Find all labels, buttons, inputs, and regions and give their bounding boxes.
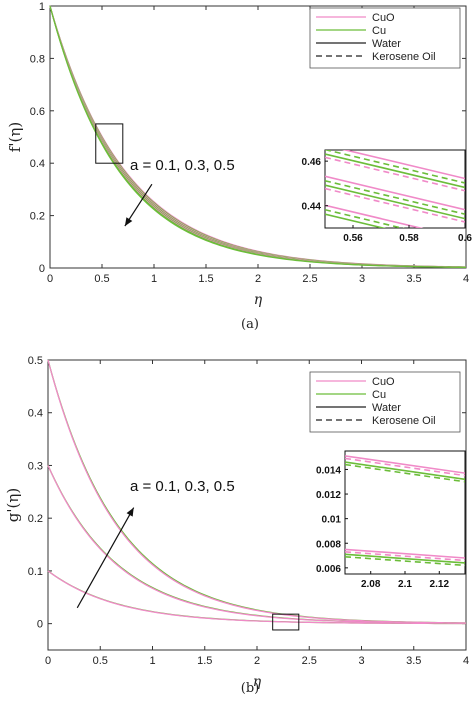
legend-label: Water (372, 38, 401, 50)
annotation-text: a = 0.1, 0.3, 0.5 (130, 157, 235, 174)
inset-series-line (325, 156, 465, 192)
inset-series-line (325, 204, 424, 228)
x-tick-label: 1.5 (198, 273, 213, 285)
legend-label: Kerosene Oil (372, 415, 436, 427)
inset-series-line (345, 455, 465, 474)
inset-y-tick-label: 0.01 (322, 515, 342, 526)
inset-series-line (345, 551, 465, 562)
panel-a-chart: (a) 0 0.5 1 1.5 2 2.5 3 3.5 4 0 0.2 0.4 0.6 0.8 1 η f'(η… (6, 1, 472, 332)
legend-label: Kerosene Oil (372, 51, 436, 63)
inset-series-line (345, 553, 465, 564)
inset-series-line (325, 213, 387, 228)
x-tick-label: 0.5 (94, 273, 109, 285)
inset-series-line (345, 463, 465, 483)
annotation-arrow-shaft (76, 507, 135, 609)
x-tick-label: 3 (359, 273, 365, 285)
x-tick-label: 2 (254, 655, 260, 667)
y-tick-label: 0.2 (30, 211, 45, 223)
x-tick-label: 0.5 (93, 655, 108, 667)
x-tick-label: 4 (463, 273, 469, 285)
y-tick-label: 0.5 (28, 355, 43, 367)
x-axis-label: η (254, 292, 263, 308)
inset-y-tick-label: 0.008 (316, 539, 341, 550)
panel-b-chart: (b) 0 0.5 1 1.5 2 2.5 3 3.5 4 0 0.1 0.2 0.3 0.4 0.5 η g'… (4, 355, 469, 696)
x-tick-label: 1 (151, 273, 157, 285)
y-tick-label: 0.4 (30, 158, 45, 170)
legend-box (309, 7, 461, 69)
x-tick-label: 2.5 (302, 655, 317, 667)
x-tick-label: 0 (47, 273, 53, 285)
x-tick-label: 3.5 (406, 655, 421, 667)
y-tick-label: 0 (37, 619, 43, 631)
inset-series-line (345, 555, 465, 567)
legend-box (309, 371, 461, 433)
inset-series-line (325, 153, 465, 189)
x-tick-label: 1 (149, 655, 155, 667)
y-tick-label: 0.1 (28, 566, 43, 578)
legend-label: CuO (372, 376, 395, 388)
inset-x-tick-label: 2.12 (430, 579, 450, 590)
inset-x-tick-label: 2.1 (398, 579, 412, 590)
inset-y-tick-label: 0.44 (302, 202, 322, 213)
legend-label: Cu (372, 389, 386, 401)
x-tick-label: 3.5 (406, 273, 421, 285)
x-tick-label: 2 (255, 273, 261, 285)
inset-x-tick-label: 0.58 (399, 233, 419, 244)
series-curve (47, 570, 467, 625)
y-tick-label: 0.8 (30, 53, 45, 65)
legend-label: Water (372, 402, 401, 414)
inset-series-line (325, 175, 465, 211)
inset-series-line (345, 548, 465, 559)
annotation-arrow-shaft (124, 183, 153, 227)
inset-series-line (325, 208, 405, 228)
y-tick-label: 0 (39, 263, 45, 275)
inset-lines (325, 150, 465, 228)
series-curve (47, 465, 467, 624)
legend-label: CuO (372, 12, 395, 24)
y-axis-label: f'(η) (6, 122, 24, 152)
y-tick-label: 0.4 (28, 408, 43, 420)
panel-b-caption: (b) (241, 681, 259, 696)
y-tick-label: 1 (39, 1, 45, 13)
inset-y-tick-label: 0.014 (316, 465, 341, 476)
inset-series-line (325, 184, 465, 220)
x-tick-label: 3 (358, 655, 364, 667)
inset-series-line (325, 179, 465, 215)
series-curve (47, 359, 467, 624)
inset-lines (345, 455, 465, 567)
y-axis-label: g'(η) (4, 488, 22, 522)
inset-y-tick-label: 0.46 (302, 157, 322, 168)
zoom-box (95, 123, 124, 164)
inset-x-tick-label: 0.56 (343, 233, 363, 244)
y-tick-label: 0.3 (28, 460, 43, 472)
annotation-arrow-head (124, 217, 133, 227)
inset-series-line (325, 187, 465, 223)
inset-series-line (345, 457, 465, 477)
inset-x-tick-label: 2.08 (361, 579, 381, 590)
x-tick-label: 2.5 (302, 273, 317, 285)
x-tick-label: 1.5 (197, 655, 212, 667)
x-axis-label: η (253, 674, 262, 690)
x-tick-label: 4 (463, 655, 469, 667)
inset-series-line (345, 461, 465, 481)
inset-series-line (342, 150, 465, 180)
x-tick-label: 0 (45, 655, 51, 667)
inset-y-tick-label: 0.012 (316, 490, 341, 501)
zoom-box (272, 613, 300, 631)
y-tick-label: 0.6 (30, 106, 45, 118)
inset-series-line (325, 150, 465, 184)
annotation-arrow-head (126, 507, 134, 517)
inset-x-tick-label: 0.6 (458, 233, 472, 244)
series-curve (49, 5, 467, 268)
panel-a-caption: (a) (241, 317, 259, 332)
legend-label: Cu (372, 25, 386, 37)
inset-y-tick-label: 0.006 (316, 564, 341, 575)
annotation-text: a = 0.1, 0.3, 0.5 (130, 478, 235, 495)
y-tick-label: 0.2 (28, 513, 43, 525)
